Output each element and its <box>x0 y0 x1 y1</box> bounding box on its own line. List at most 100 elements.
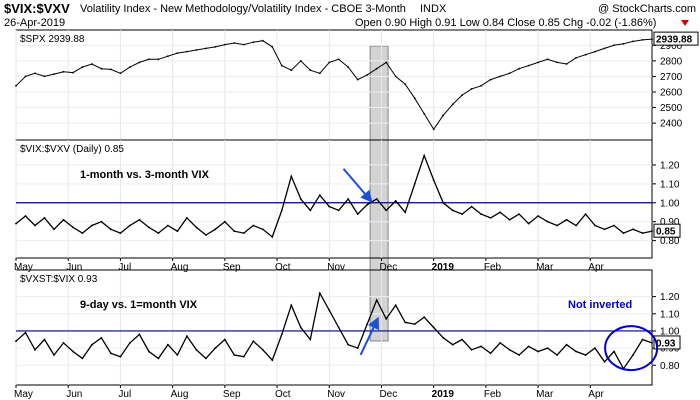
data-point <box>404 211 407 214</box>
data-point <box>328 309 331 312</box>
data-point <box>518 213 520 216</box>
data-point <box>594 50 596 53</box>
data-point <box>280 64 283 67</box>
data-point <box>651 342 653 344</box>
x-tick-label: Oct <box>275 389 291 400</box>
data-point <box>404 321 407 324</box>
data-point <box>385 318 388 320</box>
data-point <box>318 72 321 75</box>
data-point <box>537 350 539 353</box>
data-point <box>62 342 65 344</box>
data-point <box>613 350 615 353</box>
data-point <box>53 354 55 356</box>
data-point <box>271 359 274 361</box>
last-value-box <box>653 31 699 46</box>
series-line <box>15 153 653 238</box>
data-point <box>91 63 93 65</box>
data-point <box>15 222 17 225</box>
y-tick-label: 1.10 <box>660 179 680 190</box>
data-point <box>252 340 255 343</box>
data-point <box>337 58 340 61</box>
data-point <box>205 47 207 50</box>
panel-annotation: 1-month vs. 3-month VIX <box>80 169 210 181</box>
data-point <box>72 350 74 353</box>
y-tick-label: 0.80 <box>660 361 680 372</box>
data-point <box>499 211 501 214</box>
chart-ohlc: Open 0.90 High 0.91 Low 0.84 Close 0.85 … <box>355 17 656 29</box>
x-tick-label: Jul <box>118 262 131 273</box>
data-point <box>337 326 340 329</box>
x-tick-label: Oct <box>275 262 291 273</box>
data-point <box>205 234 207 236</box>
x-tick-label: Dec <box>379 262 397 273</box>
data-point <box>356 213 359 216</box>
data-point <box>223 338 226 341</box>
chart-source: @ StockCharts.com <box>598 3 696 15</box>
data-point <box>356 347 359 349</box>
data-point <box>632 40 634 43</box>
data-point <box>641 39 644 41</box>
chart-date: 26-Apr-2019 <box>4 17 65 29</box>
data-point <box>252 41 255 44</box>
data-point <box>309 338 312 341</box>
data-point <box>233 42 236 44</box>
data-point <box>186 217 188 219</box>
data-point <box>148 350 150 353</box>
data-point <box>508 218 511 221</box>
data-point <box>186 335 188 337</box>
data-point <box>489 352 492 355</box>
data-point <box>527 222 530 225</box>
data-point <box>489 78 492 81</box>
data-point <box>584 53 587 56</box>
data-point <box>223 220 226 223</box>
data-point <box>176 354 179 356</box>
highlight-circle <box>604 325 659 372</box>
data-point <box>546 347 549 349</box>
data-point <box>337 209 340 212</box>
data-point <box>328 205 331 208</box>
x-tick-label: Aug <box>171 262 189 273</box>
data-point <box>537 215 539 217</box>
y-tick-label: 2500 <box>660 103 683 114</box>
data-point <box>622 232 625 235</box>
data-point <box>309 69 312 72</box>
data-point <box>205 357 207 360</box>
data-point <box>157 232 160 235</box>
data-point <box>252 224 255 227</box>
data-point <box>34 348 36 351</box>
data-point <box>15 340 17 343</box>
x-tick-label: Aug <box>171 389 189 400</box>
data-point <box>603 47 606 50</box>
data-point <box>43 338 46 341</box>
data-point <box>527 64 530 67</box>
data-point <box>565 218 568 221</box>
data-point <box>527 345 530 348</box>
x-axis-1: May Jun Jul Aug Sep Oct Nov Dec 2019 Feb Mar Apr <box>14 258 605 273</box>
y-tick-label: 2400 <box>660 119 683 130</box>
data-point <box>119 72 122 75</box>
not-inverted-annotation: Not inverted <box>568 299 632 311</box>
arrow-bottom-panel <box>359 316 379 356</box>
data-point <box>233 230 236 233</box>
data-point <box>138 218 141 221</box>
x-tick-label: Dec <box>379 389 397 400</box>
data-point <box>271 236 274 238</box>
y-tick-label: 2800 <box>660 56 683 67</box>
data-point <box>24 75 27 78</box>
data-point <box>43 217 46 219</box>
panel-annotation: 9-day vs. 1=month VIX <box>80 299 198 311</box>
data-point <box>575 56 577 59</box>
data-point <box>34 224 36 227</box>
data-point <box>423 112 426 115</box>
data-point <box>148 58 150 61</box>
data-point <box>81 232 84 235</box>
x-tick-label: Jun <box>66 262 82 273</box>
data-point <box>461 213 463 216</box>
data-point <box>461 338 463 341</box>
data-point <box>62 70 65 73</box>
data-point <box>537 61 539 64</box>
data-point <box>138 333 141 336</box>
data-point <box>375 198 378 200</box>
data-point <box>366 323 369 325</box>
data-point <box>442 114 445 117</box>
